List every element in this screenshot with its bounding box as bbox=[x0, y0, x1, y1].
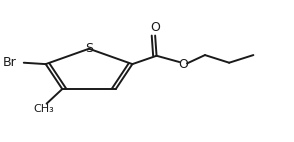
Text: S: S bbox=[85, 41, 93, 55]
Text: O: O bbox=[150, 21, 160, 34]
Text: Br: Br bbox=[3, 56, 17, 69]
Text: O: O bbox=[178, 58, 188, 71]
Text: CH₃: CH₃ bbox=[34, 104, 54, 113]
